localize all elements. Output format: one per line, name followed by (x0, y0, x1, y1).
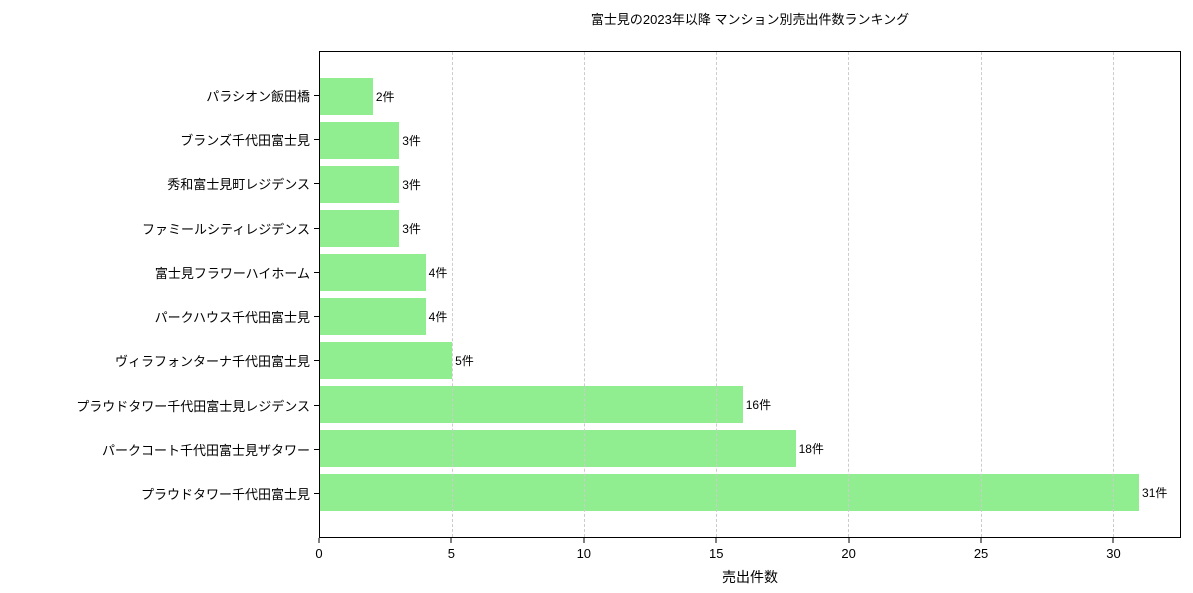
y-tick-label: 秀和富士見町レジデンス (167, 177, 310, 193)
x-tick-mark (1112, 538, 1114, 543)
bar-value-label: 18件 (798, 442, 824, 457)
y-label-row: プラウドタワー千代田富士見 (0, 472, 319, 516)
bar-row: 3件 (320, 206, 1180, 250)
bar-row: 4件 (320, 250, 1180, 294)
bar (320, 430, 796, 468)
bar (320, 342, 453, 380)
bar-row: 2件 (320, 74, 1180, 118)
y-label-row: パラシオン飯田橋 (0, 73, 319, 117)
x-tick-label: 30 (1106, 546, 1121, 561)
bar-value-label: 2件 (375, 89, 395, 104)
y-tick-mark (314, 316, 319, 318)
bar (320, 121, 400, 159)
bar-value-label: 4件 (428, 310, 448, 325)
y-tick-mark (314, 271, 319, 273)
y-tick-mark (314, 94, 319, 96)
y-label-row: プラウドタワー千代田富士見レジデンス (0, 383, 319, 427)
y-tick-label: プラウドタワー千代田富士見レジデンス (76, 398, 310, 414)
y-tick-mark (314, 227, 319, 229)
y-tick-mark (314, 138, 319, 140)
y-axis-labels: パラシオン飯田橋ブランズ千代田富士見秀和富士見町レジデンスファミールシティレジデ… (0, 51, 319, 538)
bar-value-label: 16件 (745, 398, 772, 413)
y-tick-mark (314, 360, 319, 362)
chart-title: 富士見の2023年以降 マンション別売出件数ランキング (590, 12, 910, 27)
y-tick-label: ブランズ千代田富士見 (180, 132, 310, 148)
bar-row: 3件 (320, 118, 1180, 162)
bars-layer: 2件 3件 3件 3件 4件 4件 5件 16件 18件 31件 (320, 74, 1180, 515)
y-tick-label: プラウドタワー千代田富士見 (140, 487, 310, 503)
y-label-row: ファミールシティレジデンス (0, 206, 319, 250)
x-tick-mark (715, 538, 717, 543)
x-tick-label: 5 (447, 546, 456, 561)
x-tick-mark (980, 538, 982, 543)
bar (320, 474, 1140, 512)
bar (320, 77, 373, 115)
y-tick-label: パークコート千代田富士見ザタワー (101, 443, 310, 459)
bar-value-label: 4件 (428, 265, 448, 280)
bar-value-label: 5件 (455, 354, 474, 369)
bar (320, 209, 400, 247)
bar-row: 18件 (320, 427, 1180, 471)
bar-value-label: 3件 (402, 177, 421, 192)
y-label-row: ヴィラフォンターナ千代田富士見 (0, 339, 319, 383)
y-tick-mark (314, 449, 319, 451)
bar (320, 386, 743, 424)
x-tick-mark (450, 538, 452, 543)
bar-row: 3件 (320, 162, 1180, 206)
y-label-row: 秀和富士見町レジデンス (0, 162, 319, 206)
y-label-row: ブランズ千代田富士見 (0, 117, 319, 161)
y-tick-mark (314, 404, 319, 406)
y-label-row: パークコート千代田富士見ザタワー (0, 427, 319, 471)
x-tick-label: 10 (576, 546, 592, 561)
bar (320, 298, 426, 336)
y-tick-label: 富士見フラワーハイホーム (154, 265, 310, 281)
y-tick-mark (314, 183, 319, 185)
x-tick-mark (318, 538, 320, 543)
y-label-row: 富士見フラワーハイホーム (0, 250, 319, 294)
x-tick-label: 0 (315, 546, 323, 561)
x-tick-label: 15 (709, 546, 724, 561)
bar-row: 31件 (320, 471, 1180, 515)
y-axis-label-list: パラシオン飯田橋ブランズ千代田富士見秀和富士見町レジデンスファミールシティレジデ… (0, 73, 319, 516)
y-tick-label: ファミールシティレジデンス (142, 221, 310, 237)
y-tick-label: パークハウス千代田富士見 (154, 310, 310, 326)
x-tick-label: 25 (973, 546, 989, 561)
bar-value-label: 3件 (402, 133, 421, 148)
bar-value-label: 31件 (1142, 486, 1168, 501)
bar (320, 253, 426, 291)
y-label-row: パークハウス千代田富士見 (0, 294, 319, 338)
y-tick-label: ヴィラフォンターナ千代田富士見 (114, 354, 310, 370)
x-tick-label: 20 (841, 546, 856, 561)
x-axis-label: 売出件数 (722, 569, 778, 585)
bar-row: 16件 (320, 383, 1180, 427)
x-axis-ticks: 0 5 10 15 20 25 30 (315, 538, 1181, 566)
bar-row: 4件 (320, 294, 1180, 338)
x-tick-mark (848, 538, 850, 543)
x-tick-mark (583, 538, 585, 543)
y-tick-mark (314, 493, 319, 495)
plot-area: 2件 3件 3件 3件 4件 4件 5件 16件 18件 31件 (319, 51, 1181, 538)
y-tick-label: パラシオン飯田橋 (206, 88, 310, 104)
bar-value-label: 3件 (402, 221, 421, 236)
bar (320, 165, 400, 203)
bar-row: 5件 (320, 339, 1180, 383)
